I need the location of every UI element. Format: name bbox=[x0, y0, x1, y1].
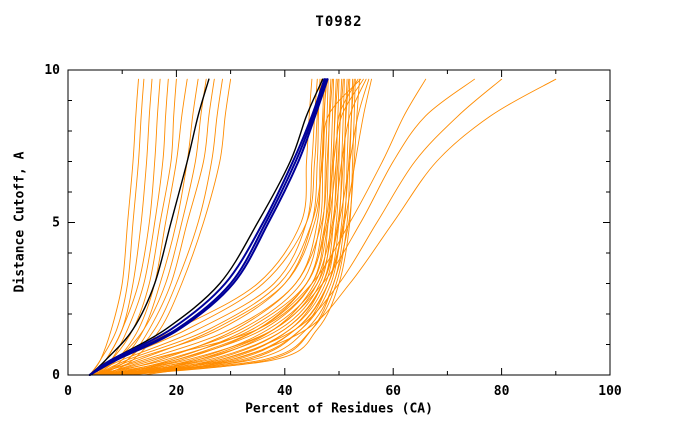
model-curve bbox=[100, 78, 359, 376]
model-curve bbox=[89, 78, 139, 376]
best-model-curve bbox=[88, 78, 326, 376]
model-curve bbox=[100, 78, 199, 376]
chart-title: T0982 bbox=[315, 14, 363, 30]
model-curve bbox=[100, 78, 335, 376]
model-curve bbox=[89, 78, 313, 376]
x-tick-label: 60 bbox=[385, 384, 401, 399]
model-curve bbox=[121, 78, 475, 376]
model-curve bbox=[100, 78, 333, 376]
y-tick-label: 5 bbox=[52, 216, 60, 231]
model-curve bbox=[121, 78, 355, 376]
model-curve bbox=[89, 78, 161, 376]
model-curve bbox=[110, 78, 367, 376]
x-tick-label: 20 bbox=[169, 384, 185, 399]
model-curve bbox=[94, 78, 326, 376]
y-tick-label: 10 bbox=[44, 63, 60, 78]
x-tick-label: 40 bbox=[277, 384, 293, 399]
model-curve bbox=[94, 78, 332, 376]
model-curve bbox=[89, 78, 318, 376]
model-curve bbox=[110, 78, 356, 376]
model-curve bbox=[132, 78, 503, 376]
x-axis-label: Percent of Residues (CA) bbox=[245, 401, 433, 417]
reference-curve bbox=[89, 78, 210, 376]
model-curve bbox=[110, 78, 344, 376]
model-curve bbox=[100, 78, 345, 376]
x-tick-label: 80 bbox=[494, 384, 510, 399]
model-curve bbox=[105, 78, 339, 376]
model-curve bbox=[100, 78, 223, 376]
x-tick-label: 100 bbox=[598, 384, 622, 399]
model-curve bbox=[116, 78, 350, 376]
model-curve bbox=[110, 78, 427, 376]
model-curve bbox=[94, 78, 328, 376]
y-tick-label: 0 bbox=[52, 368, 60, 383]
x-tick-label: 0 bbox=[64, 384, 72, 399]
model-curve bbox=[89, 78, 145, 376]
model-curve bbox=[116, 78, 370, 376]
best-model-curve bbox=[88, 78, 327, 376]
model-curve bbox=[94, 78, 362, 376]
model-curve bbox=[94, 78, 207, 376]
model-curve bbox=[100, 78, 215, 376]
model-curve bbox=[89, 78, 325, 376]
model-curve bbox=[94, 78, 321, 376]
model-curve bbox=[143, 78, 557, 376]
model-curve bbox=[105, 78, 364, 376]
model-curve bbox=[121, 78, 372, 376]
best-model-curve bbox=[88, 78, 329, 376]
model-curve bbox=[105, 78, 232, 376]
model-curve bbox=[89, 78, 329, 376]
model-curve bbox=[127, 78, 361, 376]
